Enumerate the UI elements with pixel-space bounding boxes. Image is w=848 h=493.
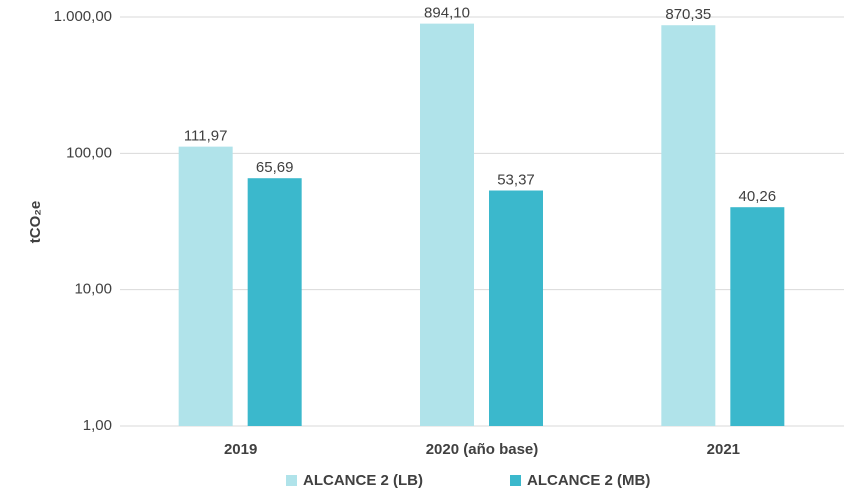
- y-tick-label: 10,00: [74, 281, 112, 298]
- value-label: 40,26: [739, 188, 777, 205]
- bar: [661, 25, 716, 426]
- bar: [178, 146, 233, 426]
- legend-label: ALCANCE 2 (MB): [527, 472, 650, 489]
- value-label: 870,35: [665, 6, 711, 23]
- value-label: 53,37: [497, 171, 535, 188]
- x-tick-label: 2020 (año base): [426, 441, 539, 458]
- bar: [489, 190, 543, 426]
- bar: [730, 207, 785, 426]
- x-tick-label: 2021: [707, 441, 740, 458]
- x-tick-label: 2019: [224, 441, 257, 458]
- y-axis-label: tCO₂e: [27, 201, 44, 244]
- bar: [420, 23, 474, 427]
- legend-label: ALCANCE 2 (LB): [303, 472, 423, 489]
- value-label: 894,10: [424, 5, 470, 22]
- bar: [247, 178, 302, 426]
- y-tick-label: 100,00: [66, 144, 112, 161]
- legend-swatch: [510, 475, 521, 486]
- legend-swatch: [286, 475, 297, 486]
- value-label: 111,97: [184, 128, 228, 145]
- value-label: 65,69: [256, 159, 294, 176]
- y-tick-label: 1.000,00: [54, 8, 112, 25]
- y-tick-label: 1,00: [83, 417, 112, 434]
